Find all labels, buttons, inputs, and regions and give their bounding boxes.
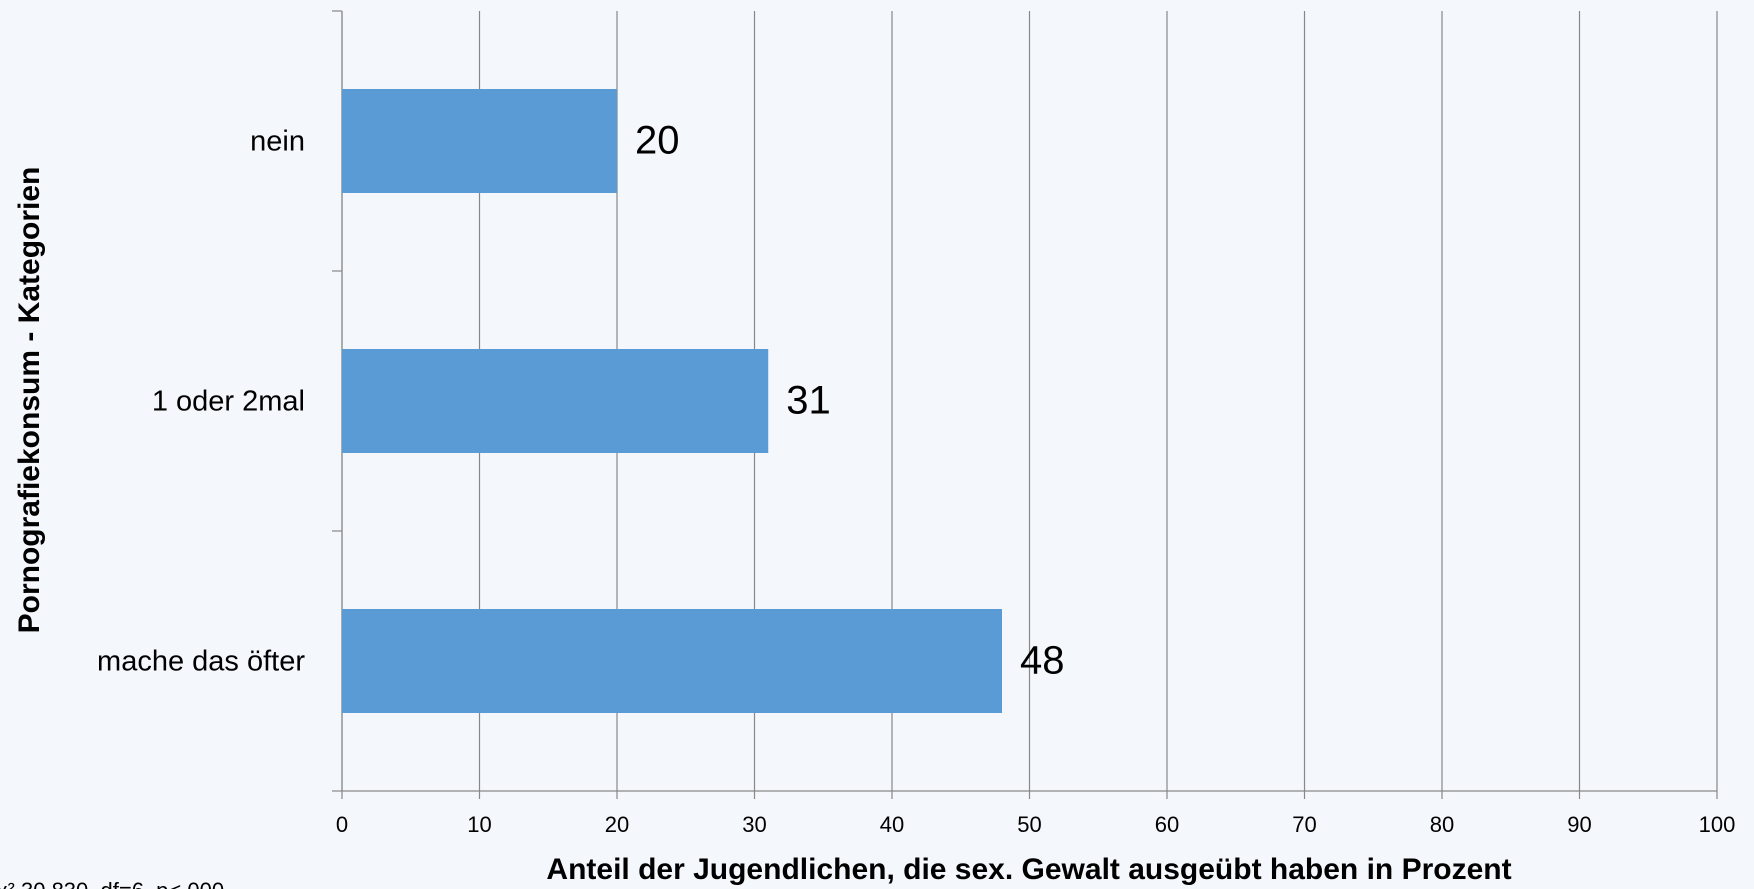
x-tick-label: 80 <box>1430 812 1454 837</box>
data-label: 31 <box>786 379 831 423</box>
bar <box>342 609 1002 713</box>
x-tick-label: 50 <box>1017 812 1041 837</box>
bar <box>342 349 769 453</box>
x-tick-label: 70 <box>1292 812 1316 837</box>
x-axis-title: Anteil der Jugendlichen, die sex. Gewalt… <box>546 853 1511 886</box>
note: χ² 30.830, df=6, p<.000 <box>0 878 224 889</box>
y-tick-label: nein <box>250 126 305 158</box>
data-label: 48 <box>1020 639 1065 683</box>
x-tick-label: 40 <box>880 812 904 837</box>
y-tick-label: 1 oder 2mal <box>152 386 305 418</box>
y-tick-label: mache das öfter <box>97 646 305 678</box>
x-tick-label: 60 <box>1155 812 1179 837</box>
x-tick-label: 20 <box>605 812 629 837</box>
bar <box>342 89 617 193</box>
data-label: 20 <box>635 119 680 163</box>
x-tick-label: 100 <box>1699 812 1736 837</box>
x-tick-label: 30 <box>742 812 766 837</box>
x-tick-label: 0 <box>336 812 348 837</box>
y-axis-title: Pornografiekonsum - Kategorien <box>13 167 46 634</box>
x-tick-label: 10 <box>467 812 491 837</box>
x-tick-label: 90 <box>1567 812 1591 837</box>
